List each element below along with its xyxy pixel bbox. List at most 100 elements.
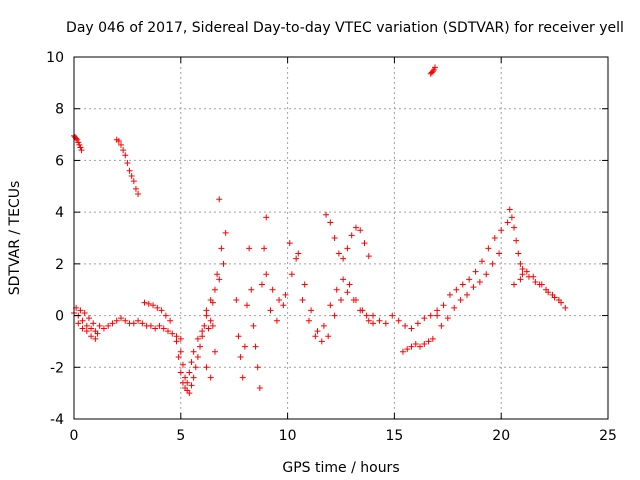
data-point	[120, 147, 127, 154]
series-top-16.8	[427, 64, 438, 77]
y-axis-label: SDTVAR / TECUs	[7, 181, 23, 296]
data-point	[506, 206, 513, 213]
data-point	[365, 253, 372, 260]
data-point	[83, 322, 90, 329]
series-rise-17-20b	[438, 250, 503, 329]
data-point	[190, 348, 197, 355]
data-point	[370, 312, 377, 319]
data-point	[83, 328, 90, 335]
data-point	[519, 266, 526, 273]
tick-layer: 0 5 10 15 20 25 -4 -2 0 2 4 6 8 10	[46, 50, 617, 444]
data-point	[220, 260, 227, 267]
data-point	[478, 258, 485, 265]
data-point	[205, 325, 212, 332]
series-band-9-14	[263, 250, 377, 335]
data-point	[365, 317, 372, 324]
data-point	[216, 196, 223, 203]
data-point	[308, 307, 315, 314]
data-point	[254, 364, 261, 371]
data-point	[427, 312, 434, 319]
data-point	[282, 291, 289, 298]
data-point	[126, 167, 133, 174]
data-point	[425, 338, 432, 345]
data-point	[248, 286, 255, 293]
data-point	[485, 245, 492, 252]
data-point	[320, 322, 327, 329]
data-point	[113, 317, 120, 324]
data-point	[399, 348, 406, 355]
data-point	[192, 364, 199, 371]
data-point	[75, 320, 82, 327]
series-rise-6.5	[203, 196, 229, 329]
data-point	[417, 343, 424, 350]
chart-title: Day 046 of 2017, Sidereal Day-to-day VTE…	[66, 20, 624, 36]
data-point	[293, 255, 300, 262]
data-point	[335, 250, 342, 257]
data-point	[446, 291, 453, 298]
series-decay-0	[71, 132, 85, 154]
y-tick-label: 8	[55, 102, 64, 118]
series-peak-20.5	[504, 206, 526, 273]
data-point	[130, 320, 137, 327]
data-point	[295, 250, 302, 257]
data-point	[218, 245, 225, 252]
data-point	[186, 369, 193, 376]
data-point	[162, 312, 169, 319]
data-point	[135, 317, 142, 324]
y-tick-label: 6	[55, 153, 64, 169]
series-dip-5	[173, 299, 216, 397]
data-point	[346, 281, 353, 288]
data-point	[562, 304, 569, 311]
data-point	[323, 211, 330, 218]
data-point	[327, 219, 334, 226]
data-point	[361, 240, 368, 247]
data-point	[199, 328, 206, 335]
data-point	[79, 325, 86, 332]
data-point	[156, 322, 163, 329]
series-dip-5b	[177, 328, 218, 386]
data-point	[376, 317, 383, 324]
y-tick-label: 2	[55, 257, 64, 273]
data-point	[404, 346, 411, 353]
data-point	[199, 333, 206, 340]
data-point	[177, 369, 184, 376]
data-point	[77, 144, 84, 151]
data-point	[96, 322, 103, 329]
data-point	[177, 348, 184, 355]
data-point	[412, 341, 419, 348]
data-point	[154, 304, 161, 311]
data-point	[250, 322, 257, 329]
data-point	[491, 235, 498, 241]
data-point	[81, 309, 88, 316]
data-point	[421, 341, 428, 348]
data-point	[511, 281, 518, 288]
series-rise-17-20	[434, 227, 505, 319]
data-point	[430, 66, 437, 73]
x-axis-label: GPS time / hours	[282, 460, 399, 476]
data-point	[92, 335, 99, 342]
data-point	[145, 300, 152, 307]
data-point	[511, 224, 518, 231]
data-point	[476, 278, 483, 285]
data-point	[164, 328, 171, 335]
data-point	[79, 317, 86, 324]
data-point	[338, 297, 344, 304]
data-point	[179, 361, 186, 368]
data-point	[235, 333, 242, 340]
data-point	[207, 374, 214, 381]
data-point	[438, 322, 445, 329]
x-tick-label: 15	[385, 428, 403, 444]
data-point	[466, 276, 473, 283]
data-point	[85, 315, 92, 322]
data-point	[203, 307, 210, 314]
data-point	[299, 297, 306, 304]
data-point	[117, 315, 124, 322]
data-point	[453, 286, 460, 293]
data-point	[211, 286, 218, 293]
data-point	[246, 245, 253, 252]
data-point	[201, 322, 208, 329]
data-point	[130, 178, 137, 185]
data-point	[173, 338, 180, 345]
x-tick-label: 10	[279, 428, 297, 444]
